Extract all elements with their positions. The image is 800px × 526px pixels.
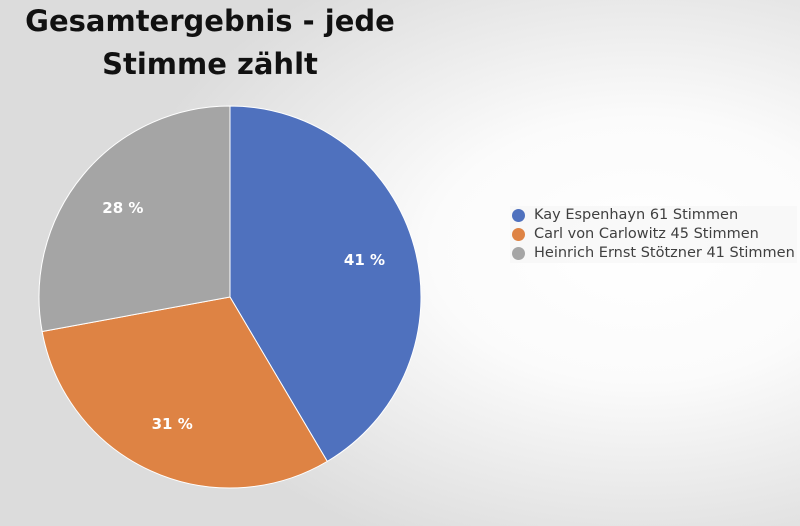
legend-label: Heinrich Ernst Stötzner 41 Stimmen (534, 245, 795, 261)
chart-title-line-2: Stimme zählt (102, 47, 318, 81)
data-label: 41 % (344, 251, 385, 269)
legend-swatch (512, 209, 525, 222)
legend-swatch (512, 247, 525, 260)
pie-slice (38, 105, 231, 333)
legend-item-kay-espenhayn: Kay Espenhayn 61 Stimmen (512, 206, 795, 225)
legend-item-heinrich-ernst-stoetzner: Heinrich Ernst Stötzner 41 Stimmen (512, 244, 795, 263)
legend: Kay Espenhayn 61 Stimmen Carl von Carlow… (510, 206, 797, 263)
pie-slice (41, 296, 328, 489)
pie-slice (229, 105, 422, 463)
legend-label: Kay Espenhayn 61 Stimmen (534, 207, 739, 223)
legend-label: Carl von Carlowitz 45 Stimmen (534, 226, 759, 242)
data-label: 28 % (102, 199, 143, 217)
chart-title: Gesamtergebnis - jede Stimme zählt (20, 0, 400, 86)
chart-title-line-1: Gesamtergebnis - jede (25, 4, 395, 38)
legend-item-carl-von-carlowitz: Carl von Carlowitz 45 Stimmen (512, 225, 795, 244)
legend-swatch (512, 228, 525, 241)
data-label: 31 % (152, 415, 193, 433)
